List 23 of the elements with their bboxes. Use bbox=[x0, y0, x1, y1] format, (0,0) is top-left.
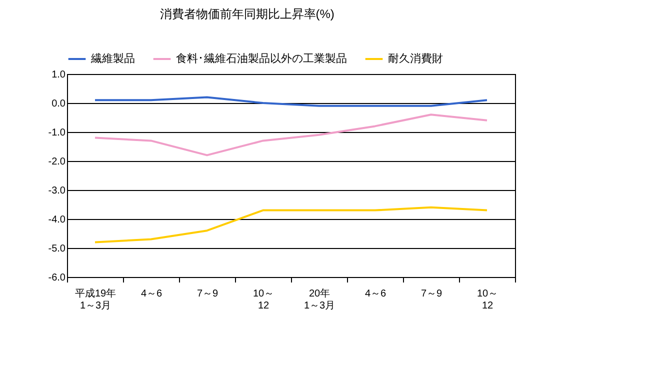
y-tick-label: -3.0 bbox=[48, 186, 66, 196]
chart-title: 消費者物価前年同期比上昇率(%) bbox=[160, 7, 334, 21]
x-tick-label: 4～6 bbox=[364, 288, 386, 300]
y-tick-label: -2.0 bbox=[48, 156, 66, 168]
y-tick-label: 1.0 bbox=[52, 70, 66, 80]
legend-label: 耐久消費財 bbox=[388, 52, 443, 65]
y-tick-label: -1.0 bbox=[48, 128, 66, 138]
line-series bbox=[94, 114, 488, 156]
x-tick-label: 7～9 bbox=[196, 288, 218, 300]
y-tick-label: -6.0 bbox=[48, 272, 66, 284]
x-tick-label: 10～ 12 bbox=[476, 288, 498, 312]
y-tick-label: 0.0 bbox=[52, 98, 66, 110]
legend-label: 食料･繊維石油製品以外の工業製品 bbox=[176, 52, 347, 65]
x-tick-label: 4～6 bbox=[140, 288, 162, 300]
x-tick-label: 平成19年 1～3月 bbox=[74, 288, 116, 312]
line-series bbox=[94, 206, 488, 244]
y-tick-label: -5.0 bbox=[48, 244, 66, 254]
x-tick-label: 7～9 bbox=[420, 288, 442, 300]
x-tick-label: 10～ 12 bbox=[252, 288, 274, 312]
y-tick-label: -4.0 bbox=[48, 214, 66, 226]
x-tick-label: 20年 1～3月 bbox=[304, 288, 336, 312]
line-series bbox=[94, 96, 488, 107]
legend-label: 繊維製品 bbox=[90, 52, 135, 65]
